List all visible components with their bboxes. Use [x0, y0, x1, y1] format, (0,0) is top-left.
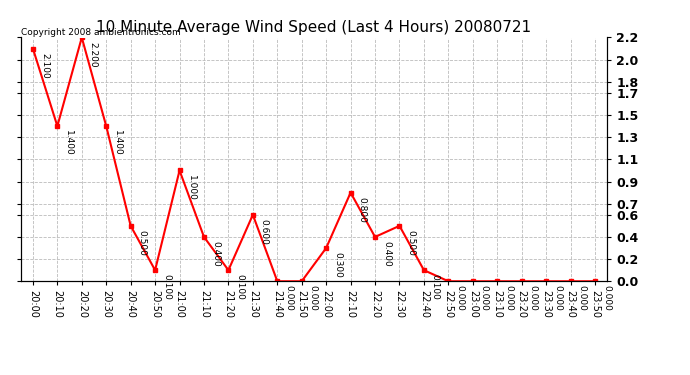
Text: 0.000: 0.000 — [504, 285, 513, 311]
Text: Copyright 2008 ambientronics.com: Copyright 2008 ambientronics.com — [21, 28, 181, 37]
Text: 0.400: 0.400 — [382, 241, 391, 267]
Text: 0.000: 0.000 — [455, 285, 464, 311]
Text: 1.400: 1.400 — [64, 130, 73, 156]
Text: 0.500: 0.500 — [137, 230, 146, 256]
Title: 10 Minute Average Wind Speed (Last 4 Hours) 20080721: 10 Minute Average Wind Speed (Last 4 Hou… — [97, 20, 531, 35]
Text: 0.000: 0.000 — [480, 285, 489, 311]
Text: 0.500: 0.500 — [406, 230, 415, 256]
Text: 1.000: 1.000 — [186, 175, 195, 201]
Text: 0.800: 0.800 — [357, 197, 366, 223]
Text: 0.000: 0.000 — [602, 285, 611, 311]
Text: 0.300: 0.300 — [333, 252, 342, 278]
Text: 0.600: 0.600 — [260, 219, 269, 245]
Text: 0.000: 0.000 — [529, 285, 538, 311]
Text: 0.000: 0.000 — [578, 285, 586, 311]
Text: 1.400: 1.400 — [113, 130, 122, 156]
Text: 0.100: 0.100 — [431, 274, 440, 300]
Text: 0.000: 0.000 — [308, 285, 317, 311]
Text: 0.100: 0.100 — [162, 274, 171, 300]
Text: 0.000: 0.000 — [284, 285, 293, 311]
Text: 0.100: 0.100 — [235, 274, 244, 300]
Text: 0.000: 0.000 — [553, 285, 562, 311]
Text: 2.100: 2.100 — [40, 53, 49, 78]
Text: 0.400: 0.400 — [211, 241, 220, 267]
Text: 2.200: 2.200 — [89, 42, 98, 67]
